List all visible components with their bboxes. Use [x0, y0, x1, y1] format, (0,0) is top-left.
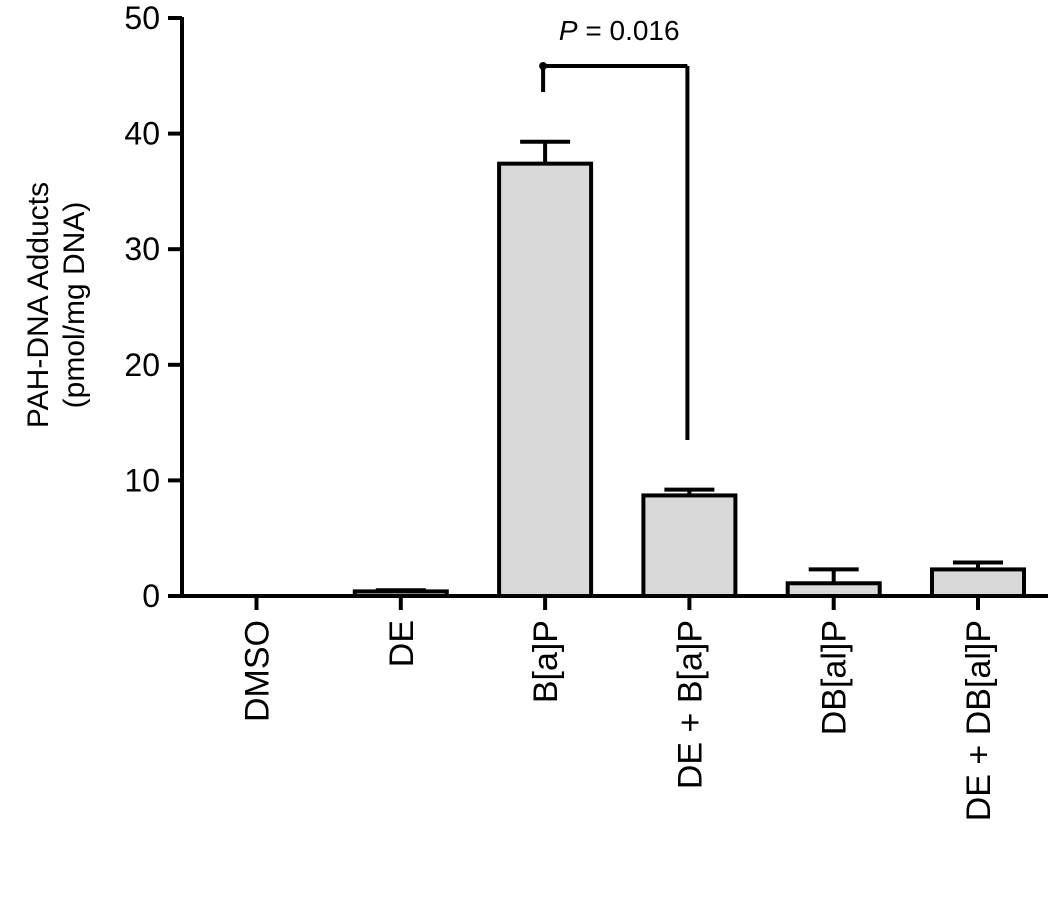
x-tick-label: DMSO: [239, 620, 277, 722]
p-value: = 0.016: [578, 15, 680, 46]
p-symbol: P: [559, 15, 578, 46]
y-tick-label: 30: [124, 231, 160, 267]
y-axis-units-label: (pmol/mg DNA): [58, 202, 91, 409]
bar: [930, 567, 1026, 598]
x-tick-label: DE + B[a]P: [671, 620, 709, 789]
x-tick-label: B[a]P: [527, 620, 565, 703]
significance-annotation: P = 0.016: [539, 15, 690, 440]
y-axis: 0 10 20 30 40 50: [124, 0, 184, 614]
bar: [497, 161, 594, 598]
x-tick-label: DE: [383, 620, 421, 667]
x-tick-label: DE + DB[al]P: [960, 620, 998, 821]
y-tick-label: 0: [142, 578, 160, 614]
bracket-dot: [539, 62, 548, 70]
y-axis-label: PAH-DNA Adducts: [22, 182, 55, 428]
y-tick-label: 20: [124, 347, 160, 383]
bars: [352, 139, 1026, 599]
y-tick-label: 50: [124, 0, 160, 36]
y-tick-label: 40: [124, 116, 160, 152]
y-tick-label: 10: [124, 462, 160, 498]
x-tick-label: DB[al]P: [816, 620, 854, 735]
bar: [641, 493, 738, 599]
p-value-label: P = 0.016: [559, 15, 680, 46]
x-axis: DMSO DE B[a]P DE + B[a]P DB[al]P DE + DB[al]P: [180, 594, 1048, 821]
